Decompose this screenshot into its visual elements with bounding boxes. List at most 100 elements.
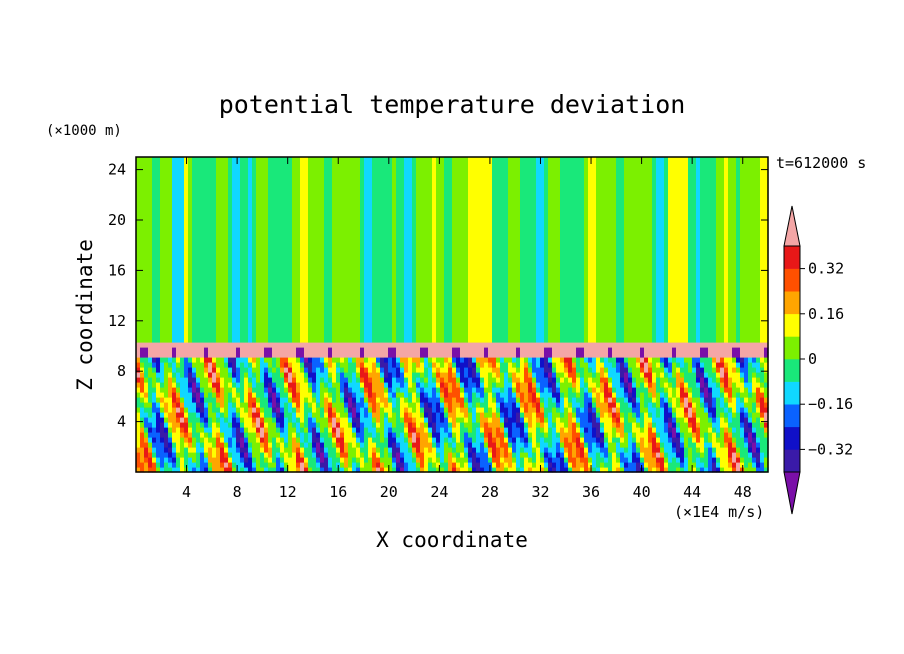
heatmap-cell — [432, 257, 437, 263]
heatmap-cell — [416, 392, 421, 398]
heatmap-cell — [240, 387, 245, 393]
heatmap-cell — [192, 242, 197, 248]
heatmap-cell — [340, 317, 345, 323]
heatmap-cell — [336, 332, 341, 338]
heatmap-cell — [160, 162, 165, 168]
heatmap-cell — [148, 232, 153, 238]
heatmap-cell — [436, 382, 441, 388]
heatmap-cell — [244, 427, 249, 433]
heatmap-cell — [228, 257, 233, 263]
heatmap-cell — [176, 177, 181, 183]
heatmap-cell — [344, 187, 349, 193]
heatmap-cell — [428, 272, 433, 278]
heatmap-cell — [328, 157, 333, 163]
heatmap-cell — [236, 447, 241, 453]
heatmap-cell — [168, 357, 173, 363]
heatmap-cell — [324, 342, 329, 348]
heatmap-cell — [140, 252, 145, 258]
heatmap-cell — [164, 397, 169, 403]
heatmap-cell — [320, 337, 325, 343]
heatmap-cell — [336, 217, 341, 223]
heatmap-cell — [268, 227, 273, 233]
heatmap-cell — [368, 407, 373, 413]
heatmap-cell — [316, 407, 321, 413]
heatmap-cell — [212, 437, 217, 443]
heatmap-cell — [364, 447, 369, 453]
heatmap-cell — [440, 442, 445, 448]
heatmap-cell — [332, 332, 337, 338]
heatmap-cell — [440, 432, 445, 438]
heatmap-cell — [396, 192, 401, 198]
heatmap-cell — [176, 297, 181, 303]
heatmap-cell — [148, 372, 153, 378]
heatmap-cell — [208, 297, 213, 303]
heatmap-cell — [208, 362, 213, 368]
heatmap-cell — [184, 287, 189, 293]
heatmap-cell — [416, 417, 421, 423]
heatmap-cell — [352, 272, 357, 278]
heatmap-cell — [400, 322, 405, 328]
heatmap-cell — [436, 222, 441, 228]
heatmap-cell — [300, 367, 305, 373]
heatmap-cell — [324, 277, 329, 283]
heatmap-cell — [408, 277, 413, 283]
heatmap-cell — [184, 402, 189, 408]
heatmap-cell — [268, 307, 273, 313]
heatmap-cell — [148, 447, 153, 453]
heatmap-cell — [300, 282, 305, 288]
heatmap-cell — [236, 297, 241, 303]
heatmap-cell — [380, 312, 385, 318]
heatmap-cell — [368, 372, 373, 378]
heatmap-cell — [376, 457, 381, 463]
heatmap-cell — [392, 242, 397, 248]
heatmap-cell — [188, 342, 193, 348]
heatmap-cell — [432, 187, 437, 193]
heatmap-cell — [220, 467, 225, 473]
heatmap-cell — [452, 402, 457, 408]
heatmap-cell — [144, 232, 149, 238]
heatmap-cell — [276, 372, 281, 378]
heatmap-cell — [236, 242, 241, 248]
heatmap-cell — [368, 412, 373, 418]
heatmap-cell — [416, 452, 421, 458]
heatmap-cell — [356, 167, 361, 173]
heatmap-cell — [156, 197, 161, 203]
heatmap-cell — [400, 427, 405, 433]
heatmap-cell — [168, 162, 173, 168]
heatmap-cell — [392, 377, 397, 383]
heatmap-cell — [252, 462, 257, 468]
heatmap-cell — [264, 402, 269, 408]
heatmap-cell — [216, 297, 221, 303]
heatmap-cell — [260, 392, 265, 398]
heatmap-cell — [284, 162, 289, 168]
heatmap-cell — [340, 442, 345, 448]
heatmap-cell — [192, 207, 197, 213]
heatmap-cell — [256, 467, 261, 473]
heatmap-cell — [208, 172, 213, 178]
heatmap-cell — [432, 422, 437, 428]
heatmap-cell — [364, 187, 369, 193]
heatmap-cell — [280, 192, 285, 198]
heatmap-cell — [360, 387, 365, 393]
heatmap-cell — [420, 367, 425, 373]
heatmap-cell — [364, 202, 369, 208]
heatmap-cell — [352, 372, 357, 378]
heatmap-cell — [388, 447, 393, 453]
heatmap-cell — [204, 377, 209, 383]
heatmap-cell — [240, 162, 245, 168]
heatmap-cell — [372, 267, 377, 273]
heatmap-cell — [432, 302, 437, 308]
heatmap-cell — [272, 432, 277, 438]
heatmap-cell — [256, 352, 261, 358]
heatmap-cell — [180, 342, 185, 348]
heatmap-cell — [424, 437, 429, 443]
heatmap-cell — [364, 377, 369, 383]
heatmap-cell — [188, 347, 193, 353]
heatmap-cell — [364, 337, 369, 343]
heatmap-cell — [428, 242, 433, 248]
heatmap-cell — [220, 282, 225, 288]
heatmap-cell — [160, 372, 165, 378]
heatmap-cell — [332, 467, 337, 473]
heatmap-cell — [212, 337, 217, 343]
heatmap-cell — [156, 332, 161, 338]
